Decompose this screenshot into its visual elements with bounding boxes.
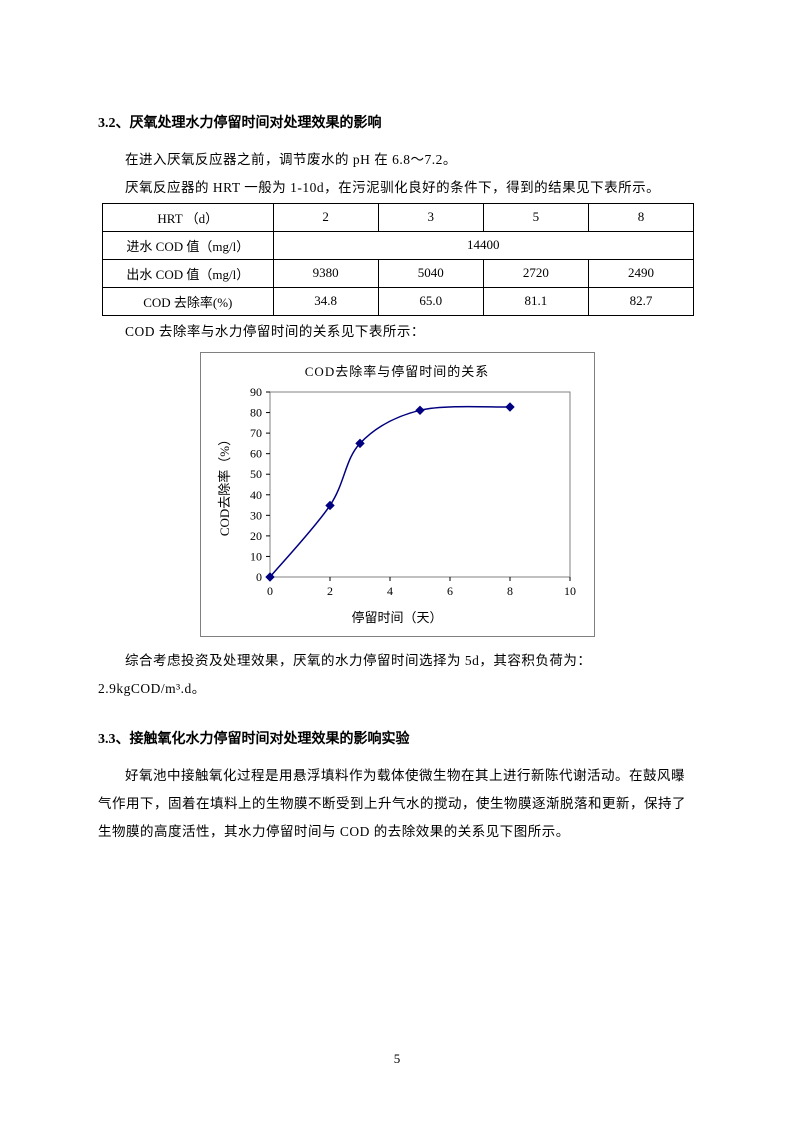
hrt-col-1: 3 xyxy=(378,203,483,231)
table-row: HRT （d） 2 3 5 8 xyxy=(103,203,694,231)
cod-chart: 0 10 20 30 40 50 60 70 80 90 0 2 4 6 8 10 COD去除率（%） xyxy=(215,386,580,605)
removal-label: COD 去除率(%) xyxy=(103,287,274,315)
influent-label: 进水 COD 值（mg/l） xyxy=(103,231,274,259)
table-row: 出水 COD 值（mg/l） 9380 5040 2720 2490 xyxy=(103,259,694,287)
svg-text:0: 0 xyxy=(267,584,273,598)
cod-chart-box: COD去除率与停留时间的关系 0 10 20 30 40 50 60 70 80 90 0 2 4 6 8 1… xyxy=(200,352,595,637)
table-row: 进水 COD 值（mg/l） 14400 xyxy=(103,231,694,259)
effluent-label: 出水 COD 值（mg/l） xyxy=(103,259,274,287)
svg-text:20: 20 xyxy=(250,529,262,543)
svg-text:70: 70 xyxy=(250,426,262,440)
removal-1: 65.0 xyxy=(378,287,483,315)
section-3-2-p2: 厌氧反应器的 HRT 一般为 1-10d，在污泥驯化良好的条件下，得到的结果见下… xyxy=(98,174,696,202)
svg-text:6: 6 xyxy=(447,584,453,598)
hrt-col-2: 5 xyxy=(483,203,588,231)
removal-3: 82.7 xyxy=(588,287,693,315)
table-row: COD 去除率(%) 34.8 65.0 81.1 82.7 xyxy=(103,287,694,315)
svg-text:2: 2 xyxy=(327,584,333,598)
chart-xlabel: 停留时间（天） xyxy=(215,607,580,626)
cod-chart-wrap: COD去除率与停留时间的关系 0 10 20 30 40 50 60 70 80 90 0 2 4 6 8 1… xyxy=(98,352,696,637)
svg-text:10: 10 xyxy=(564,584,576,598)
effluent-3: 2490 xyxy=(588,259,693,287)
svg-text:60: 60 xyxy=(250,447,262,461)
effluent-2: 2720 xyxy=(483,259,588,287)
after-chart-text: 综合考虑投资及处理效果，厌氧的水力停留时间选择为 5d，其容积负荷为：2.9kg… xyxy=(98,647,696,704)
after-table-text: COD 去除率与水力停留时间的关系见下表所示： xyxy=(98,318,696,346)
section-3-2-heading: 3.2、厌氧处理水力停留时间对处理效果的影响 xyxy=(98,112,696,132)
svg-text:4: 4 xyxy=(387,584,393,598)
hrt-table: HRT （d） 2 3 5 8 进水 COD 值（mg/l） 14400 出水 … xyxy=(102,203,694,316)
section-3-3-p1: 好氧池中接触氧化过程是用悬浮填料作为载体使微生物在其上进行新陈代谢活动。在鼓风曝… xyxy=(98,762,696,847)
page-number: 5 xyxy=(0,1051,794,1067)
effluent-0: 9380 xyxy=(273,259,378,287)
svg-text:0: 0 xyxy=(256,570,262,584)
removal-2: 81.1 xyxy=(483,287,588,315)
hrt-label: HRT （d） xyxy=(103,203,274,231)
chart-title: COD去除率与停留时间的关系 xyxy=(215,361,580,380)
svg-text:90: 90 xyxy=(250,386,262,399)
hrt-col-0: 2 xyxy=(273,203,378,231)
section-3-3-heading: 3.3、接触氧化水力停留时间对处理效果的影响实验 xyxy=(98,728,696,748)
svg-text:8: 8 xyxy=(507,584,513,598)
svg-text:30: 30 xyxy=(250,508,262,522)
svg-text:50: 50 xyxy=(250,467,262,481)
svg-text:10: 10 xyxy=(250,549,262,563)
influent-value: 14400 xyxy=(273,231,693,259)
effluent-1: 5040 xyxy=(378,259,483,287)
removal-0: 34.8 xyxy=(273,287,378,315)
svg-text:COD去除率（%）: COD去除率（%） xyxy=(217,433,232,536)
hrt-col-3: 8 xyxy=(588,203,693,231)
svg-text:80: 80 xyxy=(250,406,262,420)
section-3-2-p1: 在进入厌氧反应器之前，调节废水的 pH 在 6.8～7.2。 xyxy=(98,146,696,174)
svg-text:40: 40 xyxy=(250,488,262,502)
